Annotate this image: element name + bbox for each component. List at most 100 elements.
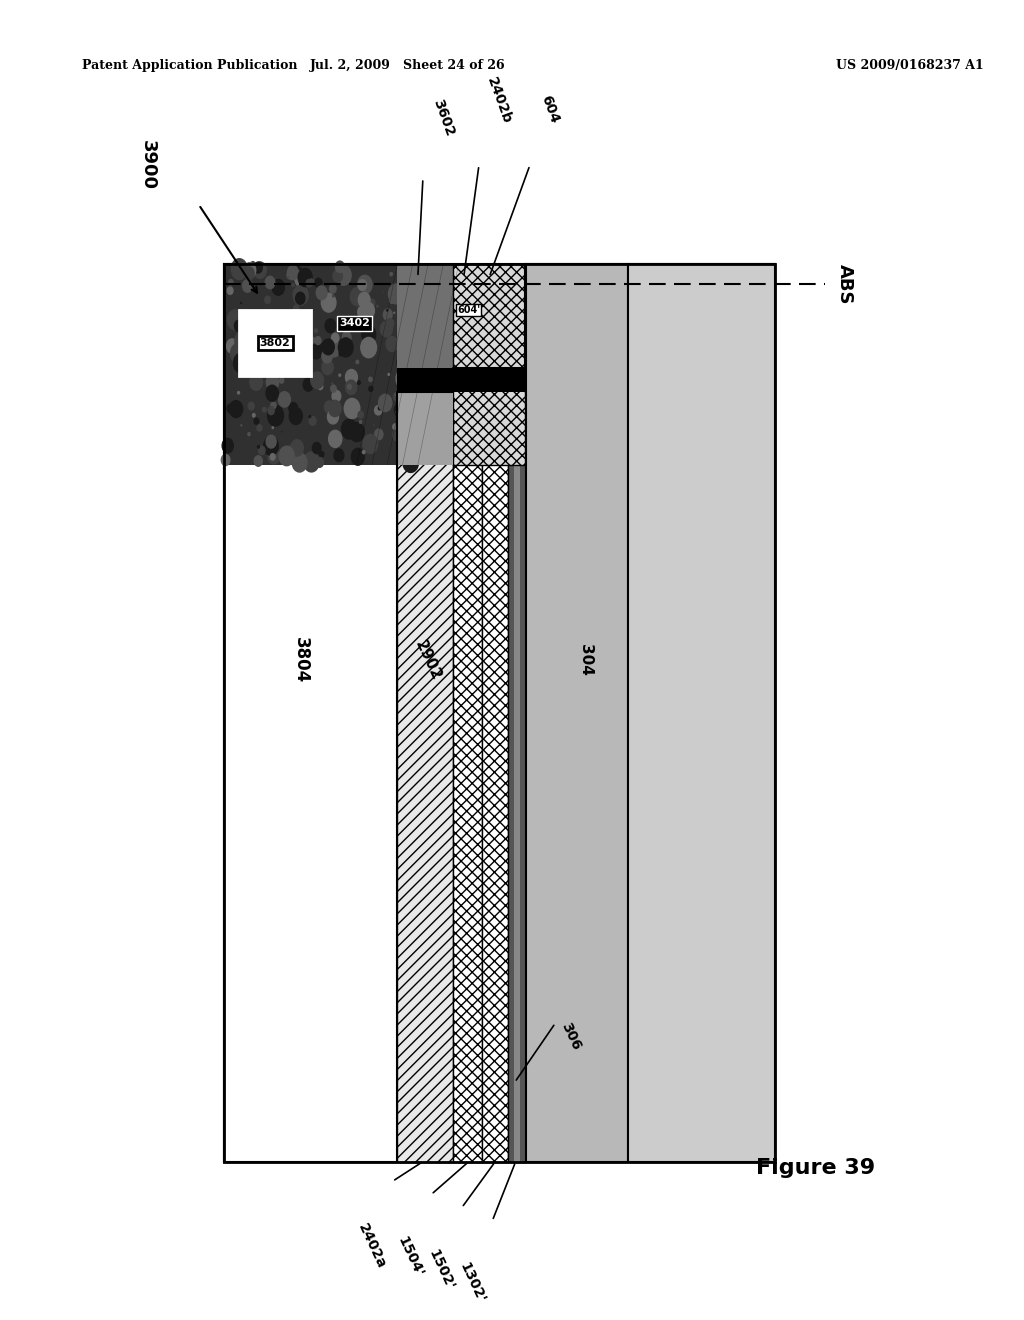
Circle shape <box>310 372 324 388</box>
Circle shape <box>381 407 383 409</box>
Circle shape <box>361 302 375 319</box>
Text: 604: 604 <box>539 94 562 125</box>
Circle shape <box>274 348 281 356</box>
Circle shape <box>309 416 316 425</box>
Circle shape <box>262 408 266 412</box>
Text: 3804: 3804 <box>292 636 309 684</box>
Circle shape <box>309 416 310 417</box>
Circle shape <box>336 261 344 272</box>
Circle shape <box>344 399 359 418</box>
Circle shape <box>369 378 372 381</box>
Circle shape <box>291 267 303 281</box>
Circle shape <box>255 322 261 330</box>
Circle shape <box>250 374 262 391</box>
Circle shape <box>293 285 308 305</box>
Circle shape <box>329 430 342 447</box>
Circle shape <box>362 434 378 454</box>
Circle shape <box>325 401 334 413</box>
Circle shape <box>315 337 322 345</box>
Circle shape <box>390 298 394 304</box>
Bar <box>628 264 774 1162</box>
Circle shape <box>359 298 365 306</box>
Circle shape <box>345 370 357 385</box>
Circle shape <box>404 364 418 381</box>
Bar <box>508 264 526 1162</box>
Circle shape <box>412 446 417 453</box>
Circle shape <box>265 276 274 289</box>
Bar <box>482 264 508 1162</box>
Circle shape <box>257 446 259 447</box>
Circle shape <box>238 392 240 393</box>
Circle shape <box>315 458 324 467</box>
Circle shape <box>317 383 323 389</box>
Circle shape <box>322 360 333 375</box>
Circle shape <box>309 279 314 285</box>
Circle shape <box>330 285 336 293</box>
Circle shape <box>264 437 279 455</box>
Text: 2402a: 2402a <box>355 1221 388 1271</box>
Bar <box>224 264 397 1162</box>
Circle shape <box>231 259 247 280</box>
Bar <box>397 392 454 465</box>
Circle shape <box>257 425 262 432</box>
Circle shape <box>370 300 375 306</box>
Circle shape <box>393 430 401 441</box>
Circle shape <box>292 453 307 473</box>
Circle shape <box>290 445 291 447</box>
Circle shape <box>243 280 252 292</box>
Circle shape <box>295 271 306 286</box>
Circle shape <box>254 455 262 466</box>
Text: 3802: 3802 <box>260 338 291 348</box>
Circle shape <box>343 322 351 334</box>
Circle shape <box>411 345 424 362</box>
Circle shape <box>222 438 233 453</box>
Circle shape <box>306 280 311 286</box>
Circle shape <box>227 404 233 413</box>
Circle shape <box>328 409 339 424</box>
Circle shape <box>388 374 389 375</box>
Circle shape <box>239 337 245 345</box>
Circle shape <box>268 449 280 465</box>
Circle shape <box>272 280 285 296</box>
Circle shape <box>346 346 352 354</box>
Circle shape <box>288 265 298 280</box>
Circle shape <box>332 333 339 343</box>
Circle shape <box>336 265 351 285</box>
Circle shape <box>280 446 294 466</box>
Circle shape <box>303 379 313 391</box>
Circle shape <box>289 330 297 339</box>
Circle shape <box>266 436 276 447</box>
Text: 1302': 1302' <box>457 1261 487 1305</box>
Circle shape <box>369 387 373 391</box>
Circle shape <box>317 343 326 354</box>
Circle shape <box>378 407 381 411</box>
Bar <box>526 264 628 1162</box>
Circle shape <box>259 446 265 454</box>
Bar <box>454 264 525 465</box>
Circle shape <box>403 267 409 272</box>
Circle shape <box>413 385 418 393</box>
Circle shape <box>292 284 294 286</box>
Circle shape <box>388 399 390 403</box>
Circle shape <box>304 451 319 473</box>
Text: 1504': 1504' <box>395 1234 426 1279</box>
Circle shape <box>388 284 403 304</box>
Circle shape <box>393 424 397 430</box>
Circle shape <box>359 421 361 424</box>
Circle shape <box>358 292 370 308</box>
Bar <box>397 264 454 1162</box>
Circle shape <box>333 294 334 297</box>
Circle shape <box>310 345 322 359</box>
Circle shape <box>266 375 279 391</box>
Text: Figure 39: Figure 39 <box>756 1158 874 1179</box>
Circle shape <box>380 321 392 337</box>
Circle shape <box>333 269 342 282</box>
Circle shape <box>270 403 276 409</box>
Text: 3900: 3900 <box>139 140 157 190</box>
Text: US 2009/0168237 A1: US 2009/0168237 A1 <box>836 59 983 73</box>
Circle shape <box>329 342 340 356</box>
Circle shape <box>332 383 333 384</box>
Circle shape <box>347 384 351 389</box>
Circle shape <box>254 263 262 273</box>
Text: 2402b: 2402b <box>484 75 514 125</box>
